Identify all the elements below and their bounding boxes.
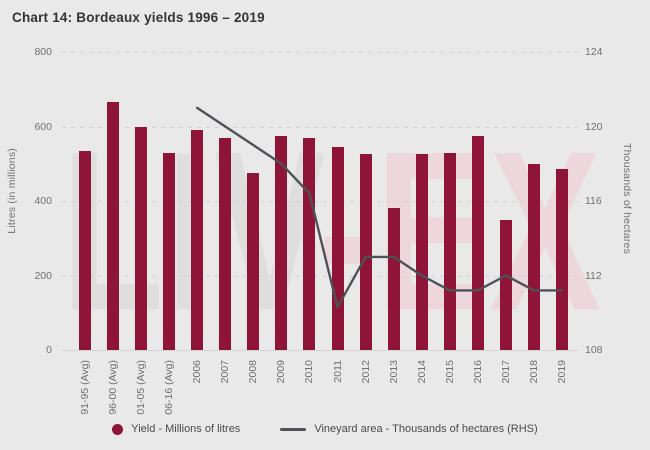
right-axis-tick: 108	[585, 344, 603, 356]
vineyard-legend-line-icon	[280, 427, 307, 431]
yield-bar-01-05-avg-	[135, 126, 148, 350]
yield-bar-2018	[527, 163, 540, 350]
yield-bar-2019	[556, 169, 569, 350]
legend-item-vineyard: Vineyard area - Thousands of hectares (R…	[280, 423, 538, 435]
x-axis-tick: 2015	[443, 360, 456, 384]
yield-bar-06-16-avg-	[163, 152, 176, 350]
yield-bar-2016	[471, 135, 484, 350]
x-axis-tick: 91-95 (Avg)	[79, 360, 91, 415]
gridline	[62, 275, 578, 277]
x-axis-tick: 2018	[527, 360, 540, 384]
x-axis-tick: 01-05 (Avg)	[135, 360, 148, 415]
left-axis-tick: 400	[34, 195, 52, 207]
gridline	[62, 201, 578, 202]
right-axis-tick: 120	[585, 120, 603, 133]
yield-bar-2017	[499, 219, 512, 350]
x-axis-tick: 2009	[275, 360, 288, 384]
x-axis-tick: 2007	[219, 360, 232, 384]
x-axis-tick: 2006	[191, 360, 204, 384]
right-axis-tick: 124	[585, 46, 603, 58]
left-axis-tick: 600	[34, 120, 52, 133]
x-axis-tick: 2013	[387, 360, 400, 384]
left-axis-tick: 200	[34, 269, 52, 282]
yield-bar-2006	[191, 130, 204, 350]
yield-legend-marker-icon	[112, 423, 124, 435]
x-axis-tick: 2019	[556, 360, 569, 384]
x-axis-tick: 2008	[247, 360, 260, 384]
x-axis-tick: 2017	[499, 360, 512, 384]
watermark-gray-text: LIV	[61, 104, 319, 358]
yield-bar-2014	[415, 154, 428, 350]
gridline	[62, 126, 578, 128]
chart-title: Chart 14: Bordeaux yields 1996 – 2019	[12, 10, 265, 25]
x-axis-tick: 2012	[359, 360, 372, 384]
left-axis-tick: 800	[34, 46, 52, 58]
vineyard-legend-label: Vineyard area - Thousands of hectares (R…	[314, 423, 538, 435]
left-axis-tick: 0	[46, 344, 52, 356]
yield-bar-2008	[247, 173, 260, 350]
x-axis-tick: 2014	[415, 360, 428, 384]
x-axis-tick: 06-16 (Avg)	[163, 360, 176, 415]
left-axis-title: Litres (in millions)	[6, 148, 18, 234]
gridline	[62, 52, 578, 53]
yield-bar-2013	[387, 208, 400, 350]
yield-legend-label: Yield - Millions of litres	[131, 423, 241, 435]
yield-bar-2009	[275, 135, 288, 350]
right-axis-title: Thousands of hectares	[621, 143, 633, 255]
legend: Yield - Millions of litres Vineyard area…	[0, 423, 650, 435]
right-axis-tick: 112	[585, 269, 602, 282]
x-axis-baseline	[62, 350, 578, 351]
yield-bar-2007	[219, 137, 232, 350]
yield-bar-2012	[359, 154, 372, 350]
x-axis-tick: 2010	[303, 360, 316, 384]
vineyard-line-layer	[195, 106, 564, 309]
x-axis-tick: 96-00 (Avg)	[107, 360, 120, 415]
legend-item-yield: Yield - Millions of litres	[112, 423, 240, 435]
x-axis-tick: 2011	[331, 360, 344, 383]
right-axis-tick: 116	[585, 195, 602, 207]
yield-bar-96-00-avg-	[107, 102, 120, 350]
yield-bar-91-95-avg-	[79, 150, 91, 350]
x-axis-tick: 2016	[471, 360, 484, 384]
vineyard-area-line	[195, 106, 564, 309]
yield-bar-2015	[443, 152, 456, 350]
